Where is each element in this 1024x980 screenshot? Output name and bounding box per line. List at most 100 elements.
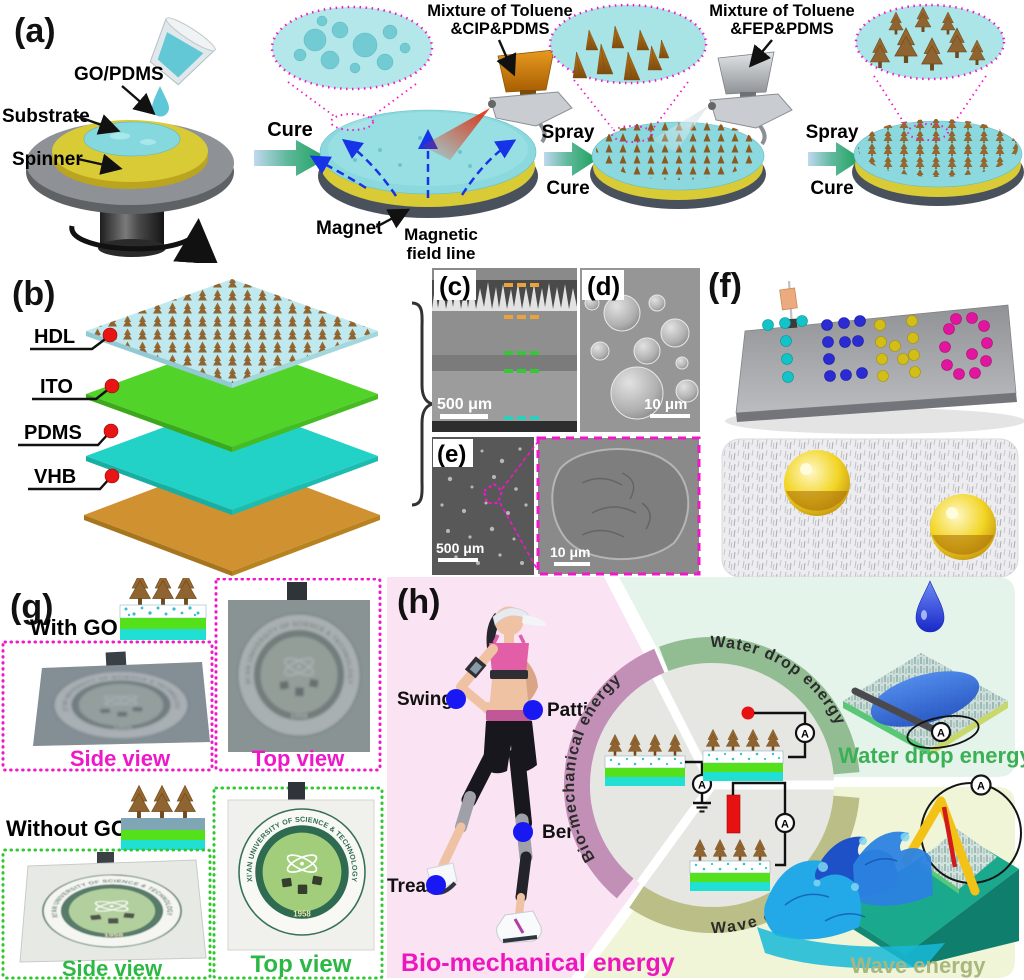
process-arrow-2: Spray Cure bbox=[542, 122, 598, 199]
panel-c-scale: 500 μm bbox=[437, 396, 492, 413]
panel-b-label: (b) bbox=[12, 275, 55, 313]
spray-label-2: Spray bbox=[806, 122, 859, 143]
cure-label-3: Cure bbox=[810, 178, 853, 199]
droplet-photo bbox=[721, 438, 1019, 578]
field-line-label-1: Magnetic bbox=[404, 225, 478, 244]
ito-label: ITO bbox=[40, 376, 73, 398]
without-go-side-view: Side view bbox=[1, 848, 212, 980]
cone-field bbox=[596, 120, 760, 180]
cure-label-2: Cure bbox=[546, 178, 589, 199]
pdms-dot bbox=[103, 423, 119, 439]
bio-mechanical-energy-label: Bio-mechanical energy bbox=[401, 949, 675, 977]
water-drop-energy-label: Water drop energy bbox=[838, 743, 1024, 768]
zoom-target-ellipse-3 bbox=[907, 123, 949, 141]
sports-bra bbox=[489, 643, 529, 677]
go-pdms-band bbox=[119, 604, 207, 619]
electrode-rod bbox=[941, 806, 958, 868]
paint-cup bbox=[717, 51, 775, 95]
white-spray-cone bbox=[652, 106, 708, 152]
panel-cde: (c) 500 μm (d) 10 μm (e) 500 μm bbox=[432, 268, 701, 576]
side-view-label-green: Side view bbox=[62, 956, 163, 980]
pour-droplet bbox=[152, 86, 169, 117]
layer-labels: HDL ITO PDMS VHB bbox=[18, 326, 120, 491]
panel-h-label: (h) bbox=[397, 583, 440, 621]
tree-array-station bbox=[852, 3, 1024, 206]
beaker bbox=[149, 17, 217, 86]
top-view-label-magenta: Top view bbox=[252, 746, 345, 771]
vhb-label: VHB bbox=[34, 466, 76, 488]
wave-energy-label: Wave energy bbox=[851, 953, 987, 978]
gun-body bbox=[489, 91, 573, 127]
panel-h: (h) Swing Patting bbox=[387, 577, 1024, 978]
spin-coater: GO/PDMS Substrate Spinner bbox=[2, 17, 234, 263]
mixture-cip-label-2: &CIP&PDMS bbox=[450, 20, 549, 38]
field-line-label-2: field line bbox=[407, 244, 476, 263]
layer-stack bbox=[84, 279, 380, 576]
spray-label-1: Spray bbox=[542, 122, 595, 143]
mixture-cip-label-1: Mixture of Toluene bbox=[427, 2, 572, 20]
green-dash-markers bbox=[504, 351, 539, 373]
scale-bar bbox=[438, 558, 478, 562]
ammeter-letter: A bbox=[801, 729, 809, 741]
panel-e-label: (e) bbox=[437, 441, 466, 468]
bend-dot bbox=[513, 822, 533, 842]
cone-array-station: Mixture of Toluene &FEP&PDMS bbox=[548, 2, 855, 209]
scale-bar bbox=[650, 414, 690, 418]
go-cluster-blob bbox=[551, 448, 690, 560]
spinner-label: Spinner bbox=[12, 149, 83, 170]
panel-c: (c) 500 μm bbox=[432, 268, 577, 432]
with-go-side-view: Side view bbox=[1, 640, 214, 772]
ground-icon bbox=[693, 793, 711, 813]
torso bbox=[489, 679, 529, 711]
with-go-top-view: Top view bbox=[214, 578, 382, 772]
led-letter-N bbox=[874, 315, 921, 382]
magenta-dotted-box bbox=[214, 578, 382, 772]
pdms-band bbox=[121, 840, 205, 850]
water-drop-marker bbox=[741, 706, 755, 720]
water-ring-arc bbox=[659, 636, 860, 775]
process-arrow-3: Spray Cure bbox=[806, 122, 862, 199]
wire-connector bbox=[779, 287, 798, 311]
gun-body bbox=[709, 93, 793, 129]
hdl-dot bbox=[102, 327, 118, 343]
panel-b: (b) HDL ITO PDMS VHB bbox=[12, 275, 432, 576]
without-go-schematic bbox=[121, 784, 205, 850]
panel-a-label: (a) bbox=[14, 12, 56, 50]
process-arrow-1: Cure bbox=[254, 119, 328, 176]
substrate-label: Substrate bbox=[2, 106, 90, 127]
panel-c-label: (c) bbox=[439, 271, 471, 301]
water-drop-scene: A Water drop energy bbox=[838, 580, 1024, 768]
panel-e: (e) 500 μm 10 μm bbox=[432, 436, 701, 576]
circuit-loop bbox=[906, 715, 980, 749]
spray-gun-cip bbox=[422, 49, 573, 160]
ammeter-icon bbox=[970, 774, 992, 796]
hdl-spike-field bbox=[86, 279, 378, 383]
zoom-inset-cones bbox=[548, 3, 708, 85]
bio-ring-arc bbox=[564, 648, 665, 899]
wave-scene: A Wave energy bbox=[757, 774, 1022, 978]
magenta-dotted-box bbox=[1, 640, 214, 772]
mixture-fep-label-2: &FEP&PDMS bbox=[730, 20, 834, 38]
go-pdms-label: GO/PDMS bbox=[74, 64, 164, 85]
mixture-fep-label-1: Mixture of Toluene bbox=[709, 2, 854, 20]
panel-g: XI'AN UNIVERSITY OF SCIENCE & TECHNOLOGY… bbox=[1, 578, 384, 980]
panel-f: (f) bbox=[708, 267, 1024, 578]
vhb-dot bbox=[104, 468, 120, 484]
panel-d-label: (d) bbox=[587, 271, 620, 301]
panel-a: (a) GO/PDMS Substrate Spinner Cure bbox=[2, 2, 1024, 263]
with-go-schematic bbox=[119, 578, 207, 640]
ito-band bbox=[121, 830, 205, 840]
tread-label: Tread bbox=[387, 876, 438, 897]
yellow-frame bbox=[901, 796, 980, 896]
pdms-label: PDMS bbox=[24, 422, 82, 444]
led-letter-E bbox=[821, 315, 868, 382]
swing-dot bbox=[446, 689, 466, 709]
pdms-plain-band bbox=[121, 818, 205, 830]
panel-f-label: (f) bbox=[708, 267, 742, 305]
side-view-label-magenta: Side view bbox=[70, 746, 171, 771]
zoom-inset-droplets bbox=[270, 5, 434, 91]
cure-label-1: Cure bbox=[267, 119, 313, 141]
ramp-side bbox=[905, 869, 1019, 967]
block-arrow-icon bbox=[544, 142, 598, 176]
